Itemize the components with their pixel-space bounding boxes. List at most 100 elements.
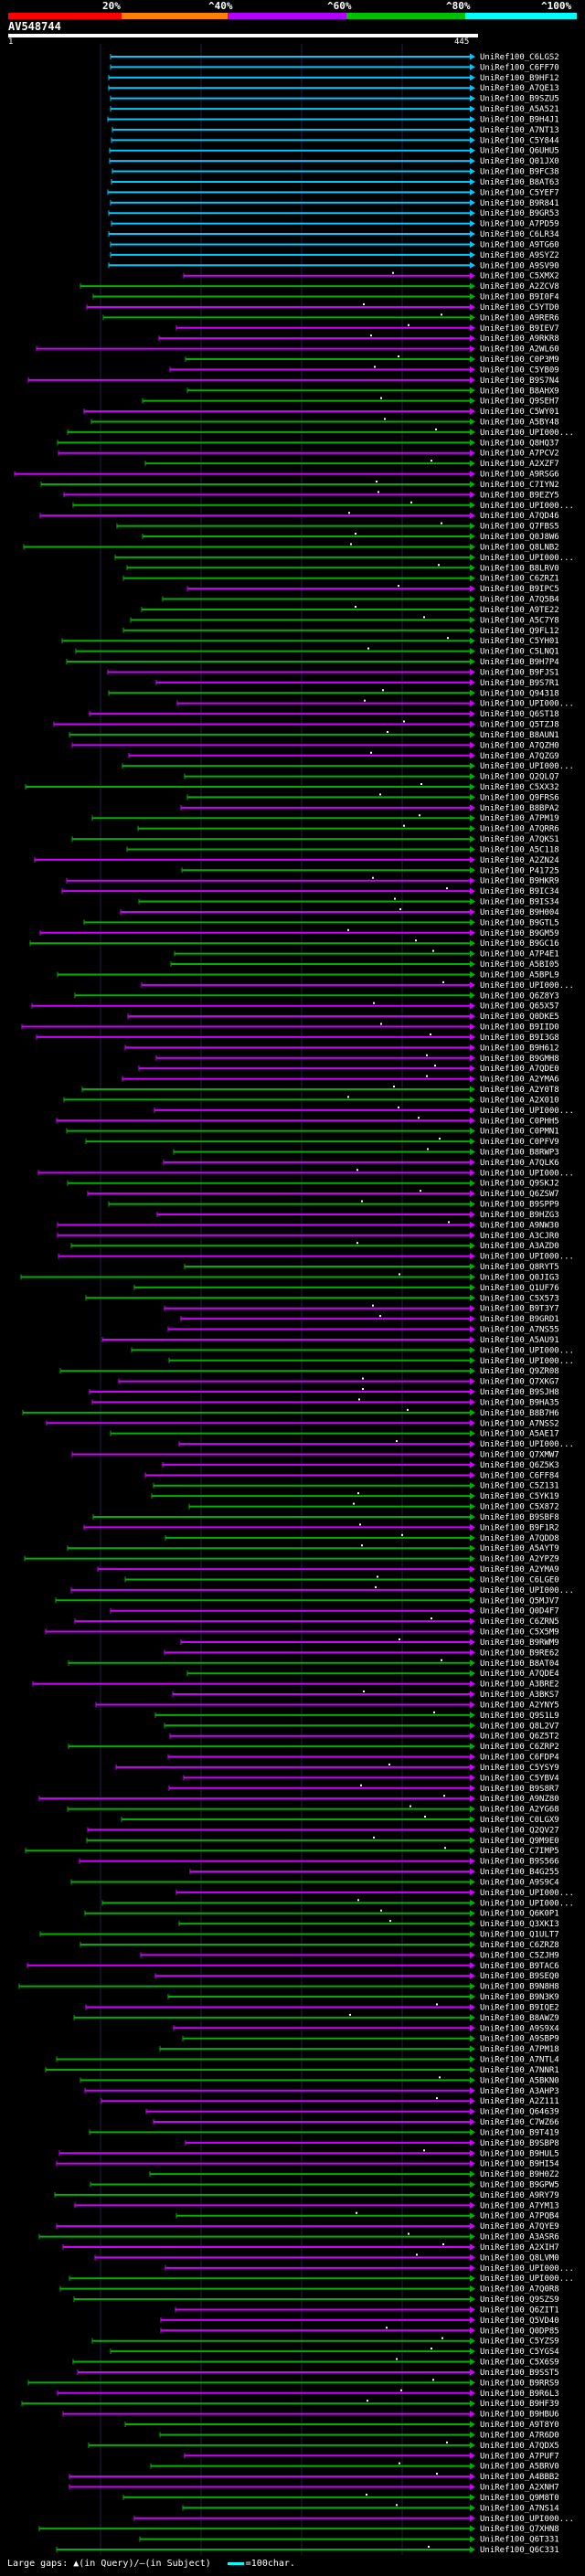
- hit-row[interactable]: UniRef100_Q01JX0: [109, 157, 559, 166]
- hit-row[interactable]: UniRef100_B9RE62: [164, 1648, 559, 1658]
- hit-row[interactable]: UniRef100_A7PCV2: [58, 450, 559, 459]
- hit-row[interactable]: UniRef100_B9H0Z2: [149, 2170, 559, 2179]
- hit-label[interactable]: UniRef100_Q6Z5T2: [480, 1733, 559, 1742]
- hit-label[interactable]: UniRef100_A7PUF7: [480, 2452, 559, 2461]
- hit-row[interactable]: UniRef100_Q6Z5K3: [162, 1461, 559, 1470]
- hit-row[interactable]: UniRef100_Q6UHU5: [109, 147, 559, 156]
- hit-row[interactable]: UniRef100_B9GMH8: [155, 1054, 559, 1064]
- hit-row[interactable]: UniRef100_A5BKN0: [80, 2076, 559, 2085]
- hit-row[interactable]: UniRef100_UPI000...: [178, 1440, 574, 1449]
- hit-row[interactable]: UniRef100_C0P3M9: [185, 355, 559, 365]
- hit-row[interactable]: UniRef100_B8BPA2: [180, 804, 559, 813]
- hit-label[interactable]: UniRef100_Q6ZSW7: [480, 1190, 559, 1199]
- hit-label[interactable]: UniRef100_A7QDE0: [480, 1065, 559, 1074]
- hit-label[interactable]: UniRef100_Q7XMW7: [480, 1451, 559, 1460]
- hit-label[interactable]: UniRef100_Q6T331: [480, 2536, 559, 2545]
- hit-row[interactable]: UniRef100_A2ZN24: [34, 856, 559, 865]
- hit-row[interactable]: UniRef100_A7QZG9: [128, 751, 559, 761]
- hit-label[interactable]: UniRef100_C6LGS2: [480, 53, 559, 62]
- hit-label[interactable]: UniRef100_UPI000...: [480, 554, 574, 563]
- hit-row[interactable]: UniRef100_B9HF12: [108, 74, 559, 83]
- hit-label[interactable]: UniRef100_A7QKS1: [480, 835, 559, 844]
- hit-row[interactable]: UniRef100_C5WY01: [83, 408, 559, 417]
- hit-label[interactable]: UniRef100_A9SV90: [480, 261, 559, 270]
- hit-label[interactable]: UniRef100_B8LRV0: [480, 564, 559, 573]
- hit-label[interactable]: UniRef100_B9N8H8: [480, 1983, 559, 1992]
- hit-label[interactable]: UniRef100_A5AU91: [480, 1336, 559, 1345]
- hit-row[interactable]: UniRef100_A5C118: [126, 845, 559, 854]
- hit-row[interactable]: UniRef100_A9SBP9: [182, 2035, 559, 2044]
- hit-label[interactable]: UniRef100_P41725: [480, 866, 559, 875]
- hit-label[interactable]: UniRef100_B9S566: [480, 1858, 559, 1867]
- hit-label[interactable]: UniRef100_A7PD59: [480, 220, 559, 229]
- hit-label[interactable]: UniRef100_C5LNQ1: [480, 648, 559, 657]
- hit-label[interactable]: UniRef100_Q8LNB2: [480, 543, 559, 552]
- hit-label[interactable]: UniRef100_Q94318: [480, 689, 559, 698]
- hit-label[interactable]: UniRef100_B8BPA2: [480, 804, 559, 813]
- hit-label[interactable]: UniRef100_B9RWM9: [480, 1638, 559, 1648]
- hit-label[interactable]: UniRef100_A9NZ80: [480, 1795, 559, 1804]
- hit-row[interactable]: UniRef100_C0PMN1: [66, 1128, 559, 1137]
- hit-row[interactable]: UniRef100_B9FJS1: [107, 668, 559, 677]
- hit-row[interactable]: UniRef100_Q9S1L9: [154, 1711, 559, 1721]
- hit-row[interactable]: UniRef100_Q9SKJ2: [67, 1180, 559, 1189]
- hit-row[interactable]: UniRef100_B9R6L3: [57, 2389, 559, 2399]
- hit-label[interactable]: UniRef100_C6FF84: [480, 1471, 559, 1480]
- hit-row[interactable]: UniRef100_C5YK19: [151, 1492, 559, 1501]
- hit-row[interactable]: UniRef100_UPI000...: [165, 2264, 574, 2274]
- hit-label[interactable]: UniRef100_C7WZ66: [480, 2118, 559, 2127]
- hit-label[interactable]: UniRef100_B9HUL5: [480, 2149, 559, 2158]
- hit-label[interactable]: UniRef100_B9I3G8: [480, 1034, 559, 1043]
- hit-row[interactable]: UniRef100_B9GRD1: [180, 1315, 559, 1324]
- hit-row[interactable]: UniRef100_B9GPW5: [90, 2181, 559, 2190]
- hit-label[interactable]: UniRef100_Q65X57: [480, 1002, 559, 1012]
- hit-row[interactable]: UniRef100_B8RWP3: [173, 1148, 559, 1157]
- hit-row[interactable]: UniRef100_A9TG60: [110, 240, 559, 249]
- hit-row[interactable]: UniRef100_B9N3K9: [167, 1993, 559, 2002]
- hit-label[interactable]: UniRef100_Q9M8T0: [480, 2494, 559, 2503]
- hit-row[interactable]: UniRef100_B9T3Y7: [164, 1304, 559, 1314]
- hit-row[interactable]: UniRef100_B9I0F4: [92, 293, 559, 302]
- hit-row[interactable]: UniRef100_C5X872: [188, 1502, 559, 1512]
- hit-row[interactable]: UniRef100_A7NTL4: [56, 2056, 559, 2065]
- hit-label[interactable]: UniRef100_A2YMA6: [480, 1076, 559, 1085]
- hit-label[interactable]: UniRef100_A2YG68: [480, 1806, 559, 1815]
- hit-label[interactable]: UniRef100_C5X5M9: [480, 1628, 559, 1638]
- hit-label[interactable]: UniRef100_UPI000...: [480, 2274, 574, 2284]
- hit-row[interactable]: UniRef100_Q6Z8Y3: [74, 991, 559, 1001]
- hit-label[interactable]: UniRef100_B9T3Y7: [480, 1305, 559, 1314]
- hit-row[interactable]: UniRef100_C5XMX2: [183, 271, 559, 281]
- hit-label[interactable]: UniRef100_Q0DKE5: [480, 1012, 559, 1022]
- hit-row[interactable]: UniRef100_B9SBP8: [185, 2139, 559, 2148]
- hit-row[interactable]: UniRef100_A7Q0R8: [59, 2285, 559, 2295]
- hit-label[interactable]: UniRef100_C5YBV4: [480, 1774, 559, 1783]
- hit-row[interactable]: UniRef100_UPI000...: [101, 1899, 574, 1908]
- hit-label[interactable]: UniRef100_Q9S1L9: [480, 1712, 559, 1721]
- hit-row[interactable]: UniRef100_UPI000...: [141, 981, 574, 991]
- hit-row[interactable]: UniRef100_UPI000...: [70, 1585, 574, 1595]
- hit-row[interactable]: UniRef100_Q0DKE5: [127, 1012, 559, 1022]
- hit-label[interactable]: UniRef100_UPI000...: [480, 1253, 574, 1262]
- hit-label[interactable]: UniRef100_C5Z131: [480, 1482, 559, 1491]
- hit-row[interactable]: UniRef100_C6ZRP2: [68, 1743, 559, 1752]
- hit-label[interactable]: UniRef100_A7PM18: [480, 2045, 559, 2054]
- hit-label[interactable]: UniRef100_C5XX32: [480, 783, 559, 792]
- hit-row[interactable]: UniRef100_A2YMA9: [97, 1565, 559, 1574]
- hit-row[interactable]: UniRef100_A9NW30: [57, 1221, 559, 1230]
- hit-label[interactable]: UniRef100_B4G255: [480, 1868, 559, 1877]
- hit-row[interactable]: UniRef100_C6ZRZ1: [122, 575, 559, 584]
- hit-label[interactable]: UniRef100_B9R6L3: [480, 2390, 559, 2399]
- hit-label[interactable]: UniRef100_A2WL60: [480, 345, 559, 355]
- hit-row[interactable]: UniRef100_Q8LVM0: [94, 2253, 559, 2263]
- hit-label[interactable]: UniRef100_B9RRS9: [480, 2379, 559, 2388]
- hit-label[interactable]: UniRef100_Q1ULT7: [480, 1931, 559, 1940]
- hit-label[interactable]: UniRef100_A5BPL9: [480, 970, 559, 980]
- hit-label[interactable]: UniRef100_Q8L2V7: [480, 1722, 559, 1731]
- hit-row[interactable]: UniRef100_B9I3G8: [36, 1033, 559, 1043]
- hit-row[interactable]: UniRef100_C5YB09: [169, 366, 559, 375]
- hit-label[interactable]: UniRef100_Q6Z8Y3: [480, 991, 559, 1001]
- hit-label[interactable]: UniRef100_UPI000...: [480, 1889, 574, 1898]
- hit-row[interactable]: UniRef100_A7P4E1: [174, 949, 559, 959]
- hit-row[interactable]: UniRef100_A5BPL9: [57, 970, 559, 980]
- hit-label[interactable]: UniRef100_A7PQB4: [480, 2212, 559, 2221]
